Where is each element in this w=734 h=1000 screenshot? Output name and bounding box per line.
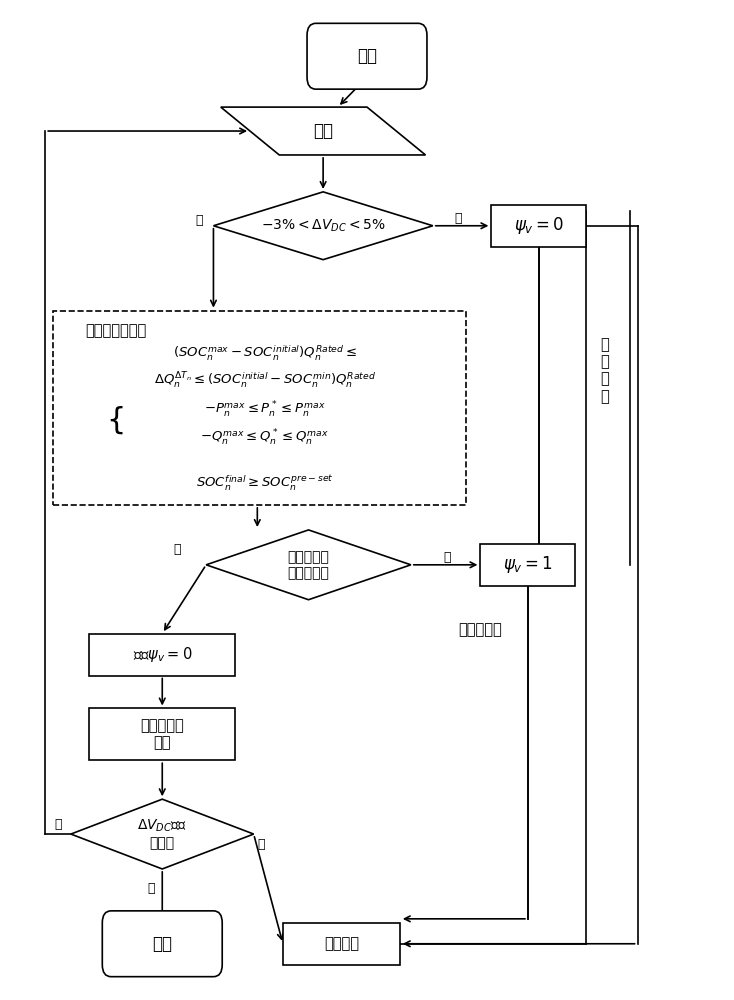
FancyBboxPatch shape [491, 205, 586, 247]
Text: 重构网络: 重构网络 [324, 936, 359, 951]
Text: 否: 否 [195, 214, 203, 227]
Text: $\psi_v=1$: $\psi_v=1$ [503, 554, 553, 575]
Text: 保持$\psi_v=0$: 保持$\psi_v=0$ [133, 645, 192, 664]
Polygon shape [206, 530, 411, 600]
Text: 减小非关键
负载: 减小非关键 负载 [140, 718, 184, 751]
FancyBboxPatch shape [307, 23, 427, 89]
Text: 计算: 计算 [313, 122, 333, 140]
Text: 分
散
控
制: 分 散 控 制 [600, 337, 609, 404]
Text: $-Q_n^{max}\leq Q_n^*\leq Q_n^{max}$: $-Q_n^{max}\leq Q_n^*\leq Q_n^{max}$ [200, 428, 329, 448]
FancyBboxPatch shape [480, 544, 575, 586]
Text: $(SOC_n^{max}-SOC_n^{initial})Q_n^{Rated}\leq$: $(SOC_n^{max}-SOC_n^{initial})Q_n^{Rated… [172, 344, 357, 363]
Text: 否: 否 [54, 818, 62, 831]
Text: $-3\%<\Delta V_{DC}<5\%$: $-3\%<\Delta V_{DC}<5\%$ [261, 218, 385, 234]
Polygon shape [221, 107, 426, 155]
Text: $\Delta V_{DC}$是否
可接受: $\Delta V_{DC}$是否 可接受 [137, 818, 187, 850]
Text: 开始: 开始 [357, 47, 377, 65]
Text: 是: 是 [148, 882, 155, 895]
FancyBboxPatch shape [89, 634, 236, 676]
Text: 是否所有约
束都已满足: 是否所有约 束都已满足 [288, 550, 330, 580]
Text: 是: 是 [454, 212, 462, 225]
FancyBboxPatch shape [53, 311, 465, 505]
Text: $\psi_v=0$: $\psi_v=0$ [514, 215, 564, 236]
Text: 结束: 结束 [152, 935, 172, 953]
Polygon shape [71, 799, 254, 869]
Text: $-P_n^{max}\leq P_n^*\leq P_n^{max}$: $-P_n^{max}\leq P_n^*\leq P_n^{max}$ [204, 400, 325, 420]
Text: 是: 是 [443, 551, 451, 564]
Text: 分布式控制: 分布式控制 [459, 622, 502, 637]
Polygon shape [214, 192, 433, 260]
Text: 否: 否 [257, 838, 265, 851]
FancyBboxPatch shape [89, 708, 236, 760]
Text: 计算下列约束：: 计算下列约束： [85, 323, 147, 338]
FancyBboxPatch shape [102, 911, 222, 977]
Text: $SOC_n^{final}\geq SOC_n^{pre-set}$: $SOC_n^{final}\geq SOC_n^{pre-set}$ [196, 473, 333, 493]
Text: 否: 否 [173, 543, 181, 556]
Text: $\{$: $\{$ [106, 404, 123, 436]
FancyBboxPatch shape [283, 923, 400, 965]
Text: $\Delta Q_n^{\Delta T_n}\leq(SOC_n^{initial}-SOC_n^{min})Q_n^{Rated}$: $\Delta Q_n^{\Delta T_n}\leq(SOC_n^{init… [153, 371, 376, 390]
